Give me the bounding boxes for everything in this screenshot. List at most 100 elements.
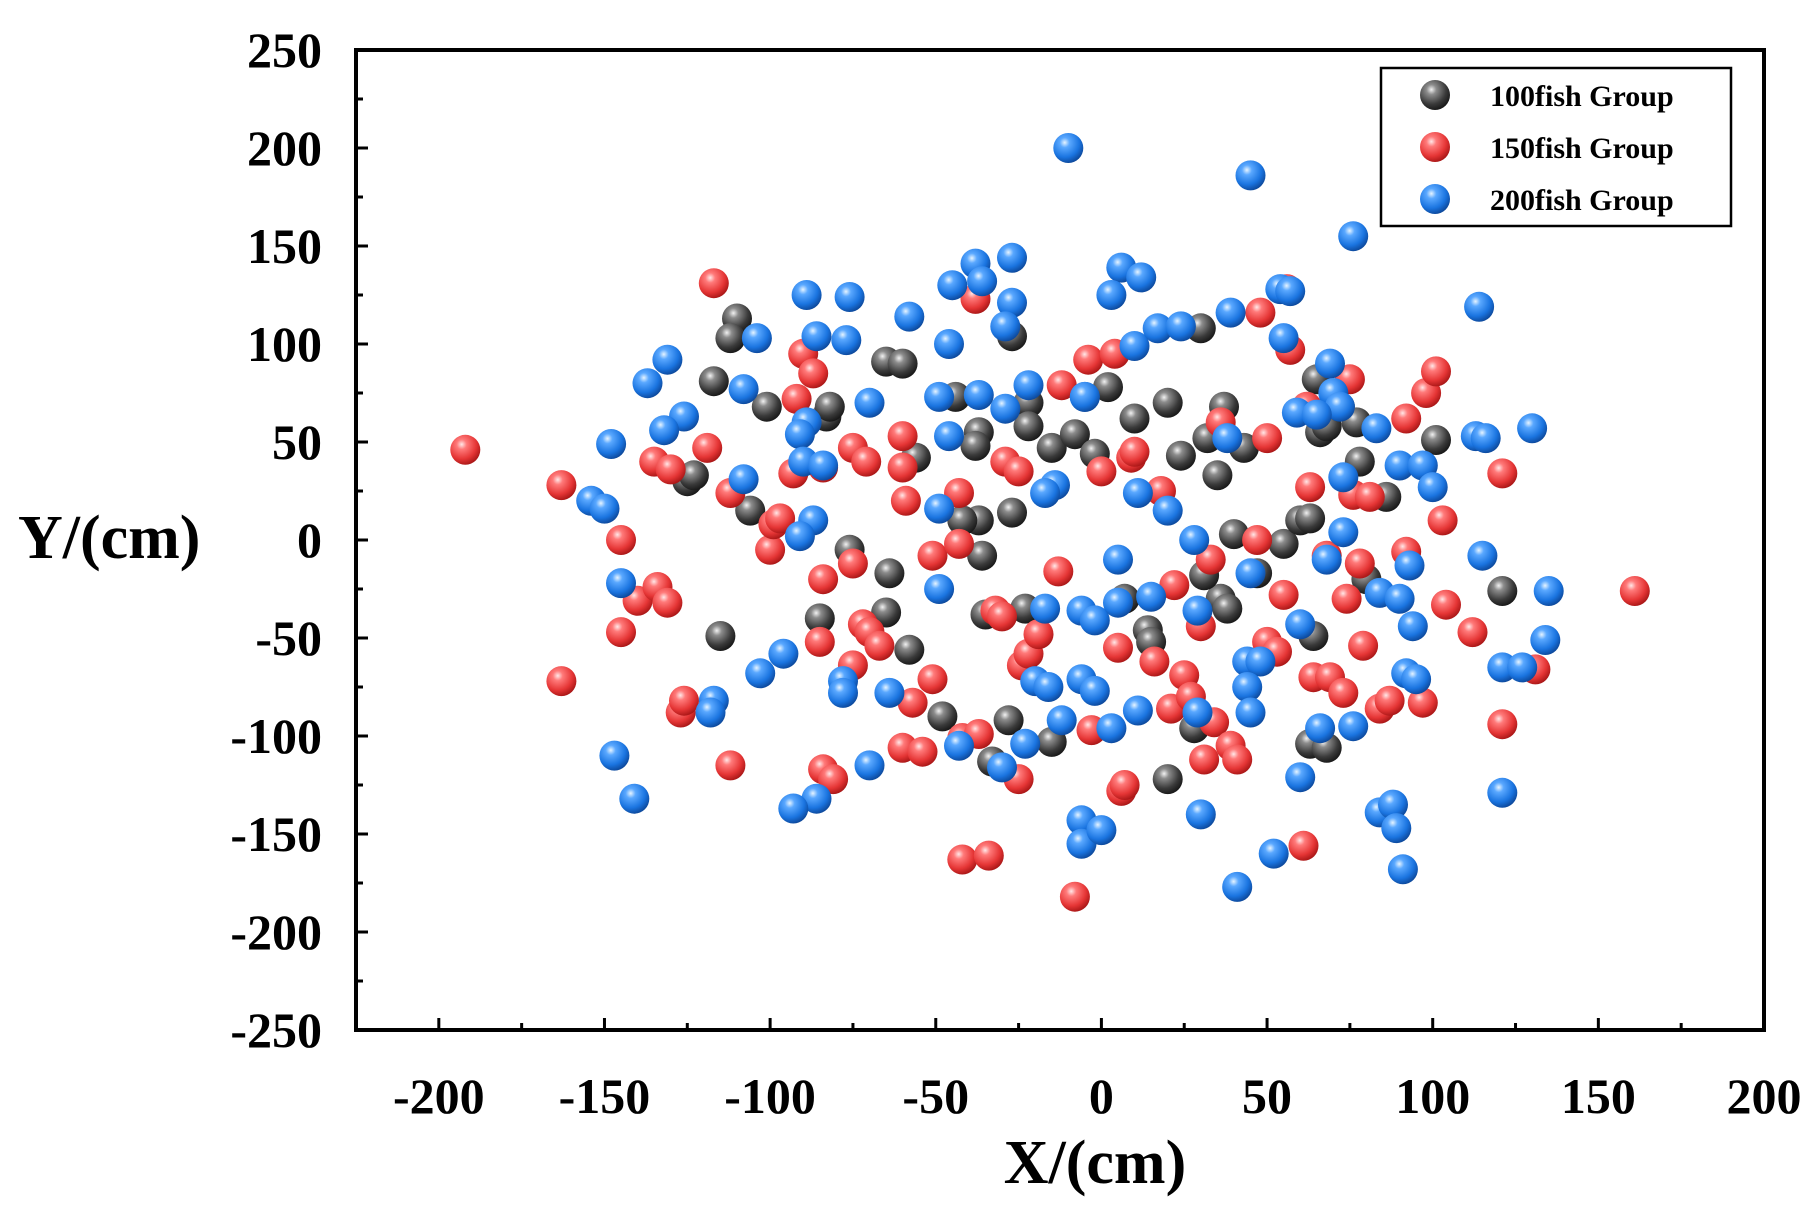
data-point	[890, 485, 921, 516]
data-point	[1285, 762, 1316, 793]
data-point	[1258, 838, 1289, 869]
data-point	[1212, 423, 1243, 454]
legend-label-100fish: 100fish Group	[1490, 80, 1674, 113]
data-point	[1384, 583, 1415, 614]
data-point	[1059, 419, 1090, 450]
data-point	[784, 419, 815, 450]
data-point	[1487, 576, 1518, 606]
data-point	[1096, 713, 1127, 744]
data-point	[1036, 432, 1067, 463]
data-point	[1285, 609, 1316, 640]
data-point	[1073, 344, 1104, 375]
data-point	[997, 287, 1027, 318]
data-point	[1417, 472, 1448, 503]
data-point	[937, 270, 968, 301]
data-point	[1344, 548, 1375, 579]
x-tick-label: 100	[1395, 1068, 1470, 1124]
data-point	[1079, 675, 1110, 706]
data-point	[728, 374, 759, 405]
data-point	[1182, 697, 1213, 728]
data-point	[967, 540, 998, 571]
data-point	[1305, 713, 1336, 744]
y-tick-label: -150	[230, 806, 322, 862]
data-point	[606, 568, 636, 599]
data-point	[1023, 619, 1054, 650]
data-point	[1470, 423, 1501, 454]
data-point	[851, 446, 882, 477]
data-point	[874, 558, 905, 589]
data-point	[735, 495, 766, 526]
data-point	[1268, 323, 1299, 354]
data-point	[546, 470, 577, 501]
data-point	[1152, 764, 1183, 795]
data-point	[1126, 262, 1157, 293]
data-point	[1487, 458, 1518, 489]
data-point	[1252, 423, 1283, 454]
data-point	[864, 630, 895, 661]
data-point	[1245, 646, 1276, 677]
data-point	[1119, 331, 1150, 361]
data-point	[871, 597, 902, 628]
y-tick-label: -250	[230, 1002, 322, 1058]
data-point	[818, 764, 849, 795]
data-point	[1338, 711, 1369, 742]
data-point	[606, 525, 636, 555]
data-point	[1401, 664, 1432, 695]
data-point	[1096, 280, 1127, 310]
data-point	[1189, 744, 1220, 775]
data-point	[1268, 528, 1299, 559]
data-point	[755, 534, 786, 565]
data-point	[1103, 632, 1133, 663]
data-point	[715, 323, 746, 354]
data-point	[1421, 425, 1451, 455]
data-point	[1086, 456, 1117, 487]
data-point	[1103, 587, 1133, 618]
data-point	[854, 387, 885, 418]
data-point	[765, 503, 796, 534]
data-point	[1165, 440, 1196, 471]
x-tick-label: -200	[393, 1068, 485, 1124]
data-point	[1069, 381, 1100, 412]
data-point	[1457, 617, 1488, 648]
data-point	[960, 430, 991, 461]
data-point	[1053, 133, 1084, 163]
data-point	[897, 687, 928, 718]
data-point	[741, 323, 772, 354]
data-point	[917, 540, 948, 571]
data-point	[1467, 540, 1498, 571]
data-point	[808, 564, 839, 595]
x-axis-title: X/(cm)	[1004, 1129, 1186, 1197]
data-point	[1338, 221, 1369, 252]
data-point	[894, 634, 925, 665]
data-point	[1152, 387, 1183, 418]
data-point	[1030, 593, 1061, 624]
data-point	[652, 344, 683, 375]
data-point	[1179, 525, 1210, 555]
x-tick-label: 200	[1727, 1068, 1802, 1124]
data-point	[1374, 685, 1405, 716]
data-point	[1487, 777, 1518, 808]
data-point	[944, 528, 974, 559]
data-point	[1431, 589, 1461, 620]
data-point	[814, 391, 845, 422]
data-point	[947, 844, 978, 875]
data-point	[1046, 370, 1077, 401]
data-points	[450, 133, 1650, 912]
data-point	[652, 587, 683, 618]
data-point	[801, 321, 832, 352]
data-point	[1235, 160, 1266, 191]
data-point	[655, 454, 686, 485]
data-point	[745, 658, 776, 689]
data-point	[1003, 456, 1034, 487]
data-point	[1182, 595, 1213, 626]
axes	[354, 48, 1766, 1032]
x-tick-label: -150	[559, 1068, 651, 1124]
data-point	[1235, 697, 1266, 728]
data-point	[1232, 672, 1263, 702]
data-point	[1159, 570, 1190, 601]
data-point	[1139, 646, 1170, 677]
data-point	[887, 452, 918, 483]
data-point	[1109, 770, 1140, 800]
data-point	[894, 301, 925, 332]
